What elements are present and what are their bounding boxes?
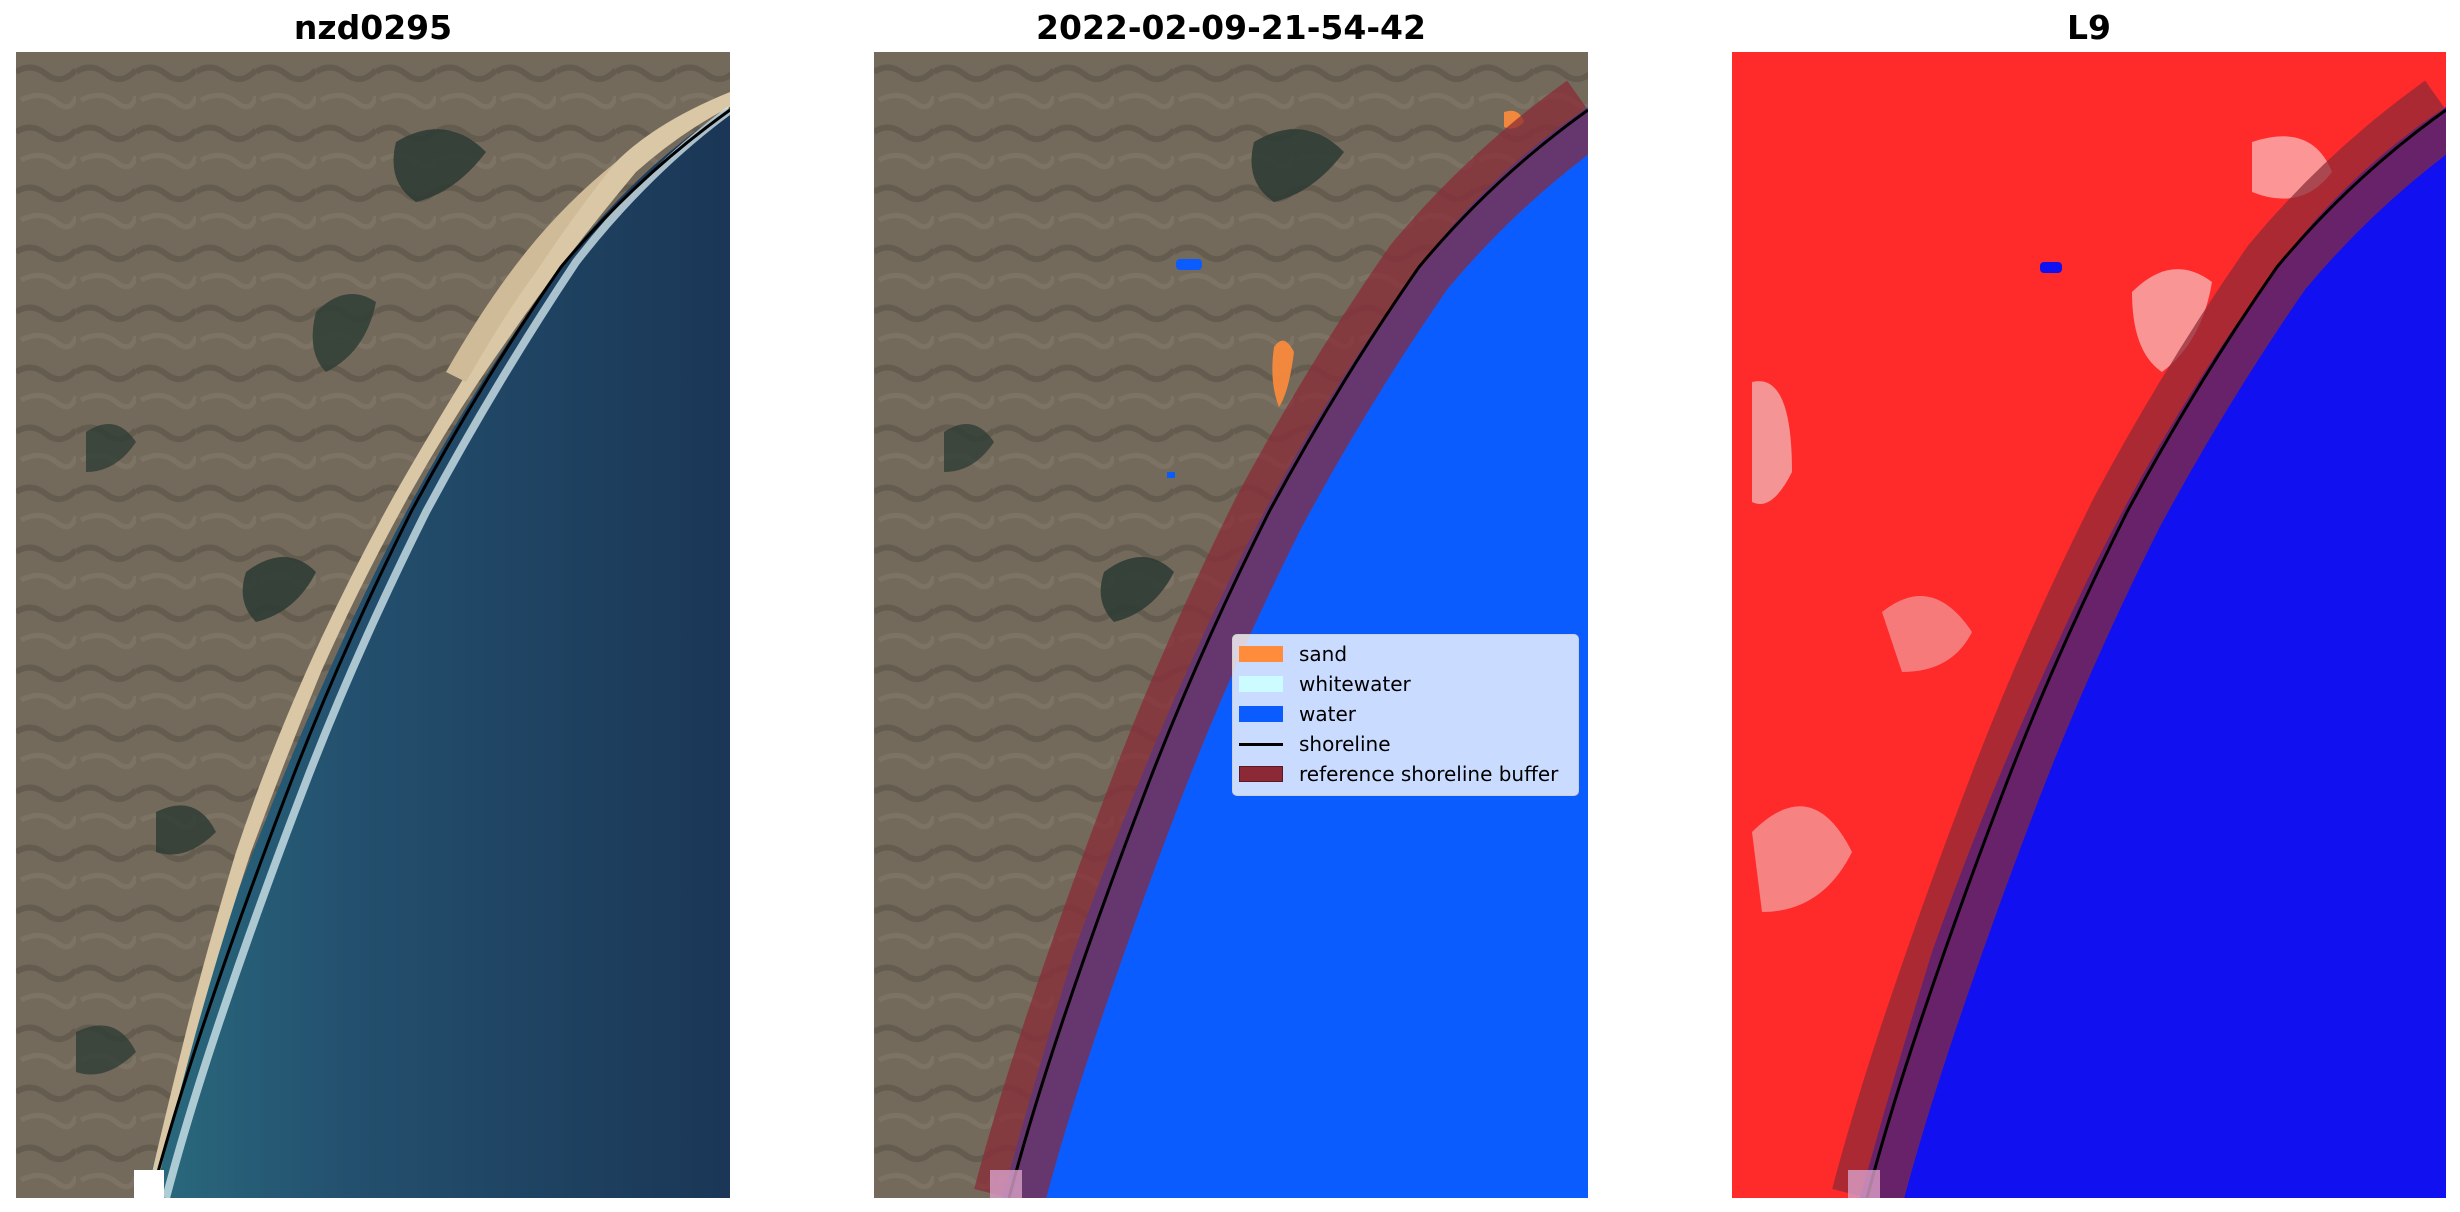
legend-label-sand: sand — [1299, 642, 1348, 666]
legend-item-shoreline: shoreline — [1239, 730, 1391, 758]
sand-swatch — [1239, 646, 1283, 662]
legend-label-shoreline: shoreline — [1299, 732, 1391, 756]
legend-label-whitewater: whitewater — [1299, 672, 1411, 696]
panel-title-index: L9 — [2067, 8, 2111, 47]
legend-label-buffer: reference shoreline buffer — [1299, 762, 1559, 786]
index-image — [1732, 52, 2446, 1198]
panel-title-rgb: nzd0295 — [293, 8, 453, 47]
legend-label-water: water — [1299, 702, 1356, 726]
legend: sand whitewater water shoreline referenc… — [1232, 634, 1579, 796]
classified-image — [874, 52, 1588, 1198]
whitewater-swatch — [1239, 676, 1283, 692]
shoreline-line-swatch — [1239, 742, 1283, 746]
rgb-satellite-image — [16, 52, 730, 1198]
buffer-swatch — [1239, 766, 1283, 782]
legend-item-water: water — [1239, 700, 1356, 728]
panel-title-classified: 2022-02-09-21-54-42 — [1036, 8, 1426, 47]
legend-item-sand: sand — [1239, 640, 1347, 668]
legend-item-buffer: reference shoreline buffer — [1239, 760, 1558, 788]
legend-item-whitewater: whitewater — [1239, 670, 1411, 698]
water-swatch — [1239, 706, 1283, 722]
